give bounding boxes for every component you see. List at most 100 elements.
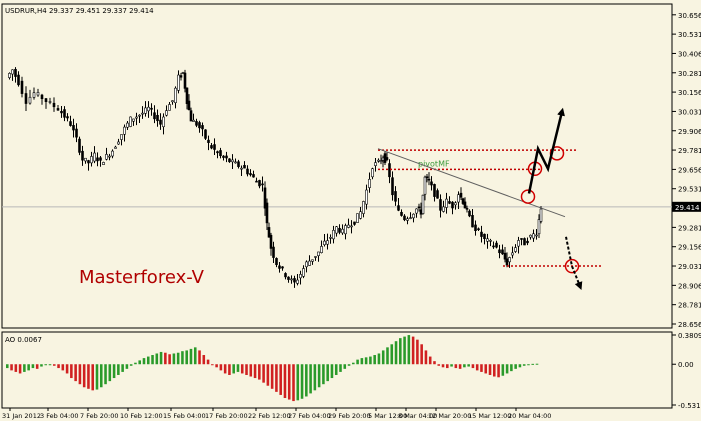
ao-bar-down [211,364,214,366]
candle-body-up [329,237,332,239]
ao-bar-up [23,364,26,372]
candle-body-down [474,224,477,231]
candle-body-down [468,210,471,217]
ao-bar-up [181,351,184,365]
x-tick-label: 15 Feb 04:00 [163,412,206,420]
candle-body-up [326,240,329,245]
candle-body-down [425,176,429,179]
ao-bar-up [305,364,308,397]
candle-body-down [222,155,225,158]
candle-body-down [498,249,501,254]
ao-bar-up [339,364,342,372]
ao-bar-up [518,364,522,368]
candle-body-up [379,160,383,163]
candle-body-up [535,234,538,237]
ao-bar-down [424,350,428,365]
ao-bar-up [364,357,368,365]
ao-bar-down [18,364,22,374]
candle-body-down [198,122,201,129]
candle-body-up [412,213,415,219]
candle-body-down [480,231,483,237]
candle-body-up [317,251,320,257]
x-tick-label: 3 Feb 04:00 [40,412,79,420]
candle-body-down [463,201,467,209]
ao-bar-down [219,364,223,371]
candle-body-up [48,101,52,103]
ao-bar-up [40,364,43,367]
ao-bar-up [142,358,146,365]
candle-body-down [477,228,480,231]
ao-bar-up [352,362,355,365]
candle-body-down [263,187,267,209]
ao-bar-down [164,352,167,365]
ao-bar-up [309,364,312,394]
candle-body-up [296,279,299,284]
x-tick-label: 29 Feb 20:00 [328,412,371,420]
candle-body-down [284,273,287,278]
candle-body-up [231,159,234,163]
candle-body-up [168,104,171,111]
candle-body-down [210,145,213,149]
candle-body-down [40,94,44,100]
ao-bar-up [403,336,406,365]
candle-body-down [520,238,523,240]
ao-bar-down [74,364,77,382]
price-y-tick-label: 30.531 [678,31,701,39]
candle-body-down [492,245,495,248]
candle-body-up [11,69,14,75]
ao-bar-up [31,364,35,369]
ao-bar-down [87,364,90,389]
candle-body-up [90,156,93,164]
candle-body-down [436,190,439,199]
ao-bar-up [134,362,137,365]
candle-body-down [87,160,90,164]
candle-body-down [60,110,63,114]
ao-bar-down [480,364,483,372]
candle-body-up [93,152,96,162]
candle-body-up [335,226,338,234]
candle-body-down [150,107,153,110]
ao-bar-up [514,364,517,369]
candle-body-up [514,247,517,252]
candle-body-up [111,150,114,157]
candle-body-down [261,183,264,186]
candle-body-up [102,162,105,165]
signal-circle [564,258,580,274]
candle-body-down [391,177,394,196]
candle-body-up [8,73,11,78]
signal-circle [520,189,536,204]
ao-header: AO 0.0067 [5,336,42,344]
ao-bar-up [322,364,325,385]
candle-body-up [442,206,445,212]
ao-bar-up [151,355,154,365]
candle-body-down [417,206,421,209]
ao-bar-down [279,364,282,395]
ao-bar-down [206,359,210,365]
ao-bar-up [185,350,188,365]
ao-bar-down [78,364,82,385]
candle-body-up [171,100,174,103]
candle-body-up [537,219,541,235]
candle-body-up [532,233,535,239]
candle-body-up [308,260,311,266]
candle-body-up [162,116,165,128]
ao-bar-up [467,364,470,367]
price-y-tick-label: 30.656 [678,12,701,20]
candle-body-down [388,163,391,178]
candle-body-down [204,129,207,139]
ao-bar-down [61,364,65,371]
candle-body-up [129,116,132,127]
candle-body-down [267,227,271,238]
ao-bar-down [471,364,475,369]
ao-bar-down [35,364,39,369]
candle-body-up [457,194,460,203]
ao-bar-down [52,364,56,366]
candle-body-down [24,93,28,104]
candle-body-up [356,213,359,223]
candle-body-down [523,238,526,246]
price-y-tick-label: 29.531 [678,186,701,194]
candle-body-down [66,116,69,119]
candle-body-down [252,174,255,178]
ao-bar-up [381,350,385,365]
